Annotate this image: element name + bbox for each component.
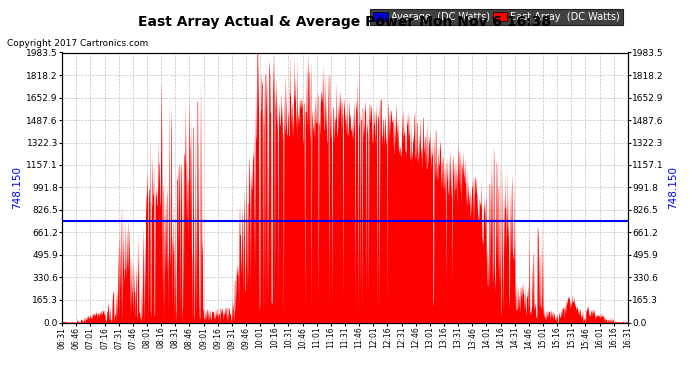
Text: 748.150: 748.150: [12, 166, 22, 209]
Text: Copyright 2017 Cartronics.com: Copyright 2017 Cartronics.com: [7, 39, 148, 48]
Text: East Array Actual & Average Power Mon Nov 6 16:38: East Array Actual & Average Power Mon No…: [139, 15, 551, 29]
Legend: Average  (DC Watts), East Array  (DC Watts): Average (DC Watts), East Array (DC Watts…: [371, 9, 623, 25]
Text: 748.150: 748.150: [668, 166, 678, 209]
